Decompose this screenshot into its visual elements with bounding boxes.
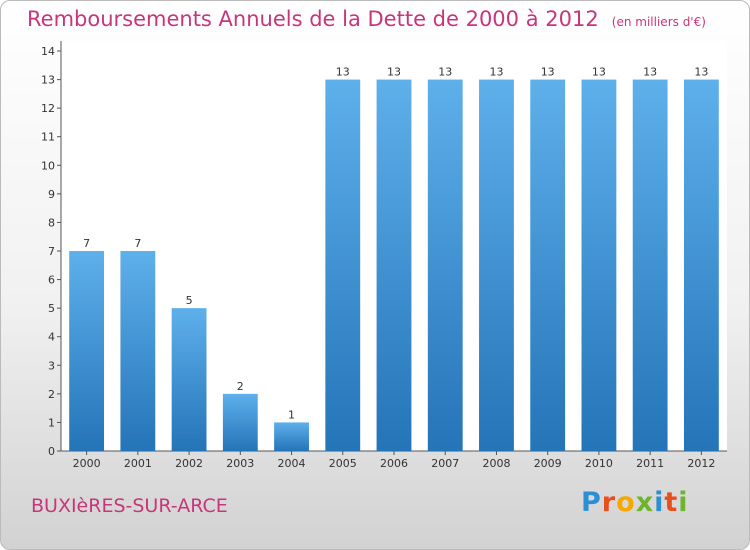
y-tick-label: 4 <box>48 331 55 344</box>
bar-value-label: 1 <box>288 408 295 421</box>
bar-value-label: 13 <box>336 66 350 79</box>
bar-value-label: 13 <box>541 66 555 79</box>
chart-title: Remboursements Annuels de la Dette de 20… <box>27 7 706 31</box>
bar <box>376 79 412 452</box>
x-tick-label: 2003 <box>226 457 254 470</box>
bar-value-label: 7 <box>83 237 90 250</box>
x-tick-label: 2004 <box>278 457 306 470</box>
bar <box>274 422 309 451</box>
x-tick-label: 2002 <box>175 457 203 470</box>
logo-letter: t <box>664 487 679 518</box>
x-tick-label: 2001 <box>124 457 152 470</box>
bar <box>120 251 156 451</box>
chart-unit-label: (en milliers d'€) <box>611 15 706 29</box>
logo-letter: r <box>601 487 617 518</box>
x-tick-label: 2008 <box>482 457 510 470</box>
value-labels: 7 7 5 2 1 13 13 13 13 13 13 13 13 <box>83 66 708 422</box>
bar-value-label: 13 <box>643 66 657 79</box>
bar-value-label: 13 <box>694 66 708 79</box>
y-tick-label: 10 <box>41 159 55 172</box>
y-tick-label: 6 <box>48 274 55 287</box>
bar <box>581 79 617 452</box>
x-tick-label: 2005 <box>329 457 357 470</box>
y-tick-label: 2 <box>48 388 55 401</box>
bar-value-label: 7 <box>134 237 141 250</box>
y-tick-label: 1 <box>48 416 55 429</box>
bar <box>632 79 668 452</box>
bar-value-label: 5 <box>186 294 193 307</box>
bar-value-label: 13 <box>438 66 452 79</box>
bar-value-label: 13 <box>489 66 503 79</box>
logo-letter: i <box>678 487 689 518</box>
x-tick-label: 2010 <box>585 457 613 470</box>
x-tick-label: 2000 <box>73 457 101 470</box>
y-tick-label: 11 <box>41 131 55 144</box>
y-tick-label: 5 <box>48 302 55 315</box>
bar <box>683 79 719 452</box>
bar <box>325 79 361 452</box>
bar <box>427 79 463 452</box>
bar <box>530 79 566 452</box>
bar <box>69 251 105 451</box>
x-tick-label: 2012 <box>687 457 715 470</box>
y-tick-label: 8 <box>48 216 55 229</box>
bar-value-label: 2 <box>237 380 244 393</box>
bar-value-label: 13 <box>387 66 401 79</box>
logo-letter: P <box>581 487 602 518</box>
y-tick-label: 3 <box>48 359 55 372</box>
x-tick-label: 2006 <box>380 457 408 470</box>
chart-title-text: Remboursements Annuels de la Dette de 20… <box>27 7 599 31</box>
logo-letter: i <box>654 487 665 518</box>
proxiti-logo: Proxiti <box>581 487 689 518</box>
y-tick-label: 0 <box>48 445 55 458</box>
logo-letter: x <box>635 487 655 518</box>
bar <box>222 393 258 451</box>
x-axis: 2000 2001 2002 2003 2004 2005 2006 2007 2008 2009… <box>61 450 727 470</box>
bar <box>171 308 207 451</box>
y-tick-label: 12 <box>41 102 55 115</box>
x-tick-label: 2009 <box>534 457 562 470</box>
y-tick-label: 14 <box>41 45 55 58</box>
bar-value-label: 13 <box>592 66 606 79</box>
bars <box>69 79 719 452</box>
y-tick-label: 7 <box>48 245 55 258</box>
x-tick-label: 2007 <box>431 457 459 470</box>
bar <box>479 79 514 452</box>
y-tick-label: 9 <box>48 188 55 201</box>
location-name: BUXIèRES-SUR-ARCE <box>31 495 228 517</box>
x-tick-label: 2011 <box>636 457 664 470</box>
logo-letter: o <box>616 487 636 518</box>
y-tick-label: 13 <box>41 74 55 87</box>
